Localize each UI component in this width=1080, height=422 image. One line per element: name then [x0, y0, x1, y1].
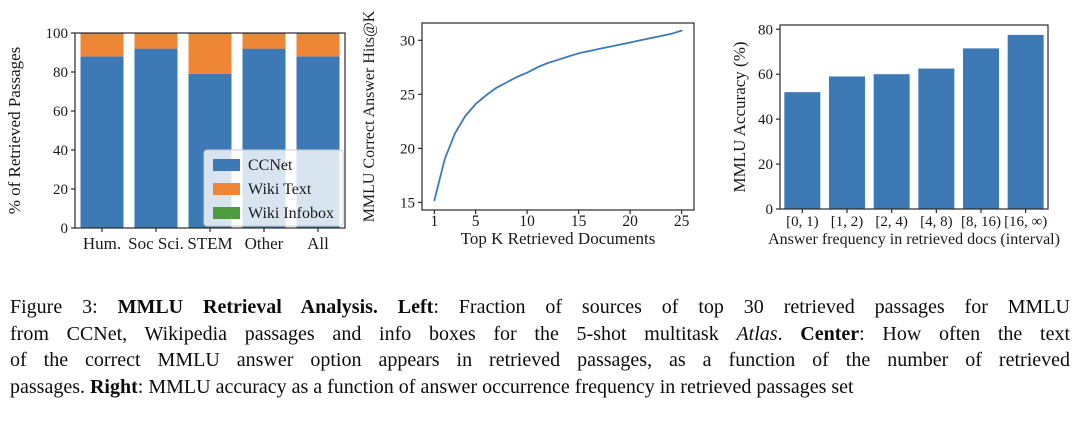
bar-segment	[188, 34, 232, 74]
y-tick-label: 40	[53, 143, 68, 159]
x-tick-label: All	[307, 234, 329, 253]
figure-caption: Figure 3: MMLU Retrieval Analysis. Left:…	[10, 294, 1070, 400]
legend-label: CCNet	[248, 157, 293, 174]
plot-border	[74, 32, 346, 229]
y-tick-label: 60	[758, 67, 773, 83]
x-tick-label: [8, 16)	[961, 214, 1001, 230]
caption-text-segment: : Fraction of sources of top 30 retrieve…	[433, 296, 1070, 318]
y-tick-label: 60	[53, 104, 68, 120]
legend-swatch	[213, 159, 240, 171]
caption-text-segment: : How often the text	[859, 322, 1070, 345]
x-tick-label: 25	[674, 213, 690, 230]
caption-text-segment: from CCNet, Wikipedia passages and info …	[10, 322, 737, 345]
y-tick-label: 20	[400, 141, 415, 157]
y-tick-label: 20	[53, 182, 68, 198]
line-series	[433, 29, 683, 202]
y-tick-label: 15	[400, 195, 415, 211]
y-tick-label: 20	[758, 157, 773, 173]
x-axis-label: Top K Retrieved Documents	[461, 229, 656, 248]
caption-line: Figure 3: MMLU Retrieval Analysis. Left:…	[10, 294, 1070, 321]
caption-line: from CCNet, Wikipedia passages and info …	[10, 321, 1070, 348]
legend-label: Wiki Infobox	[248, 205, 334, 222]
x-tick-label: 1	[430, 213, 438, 230]
plot-border	[421, 22, 695, 211]
legend-swatch	[213, 207, 240, 219]
x-tick-label: [16, ∞)	[1004, 214, 1047, 230]
y-tick-label: 30	[400, 33, 415, 49]
legend-swatch	[213, 183, 240, 195]
x-tick-label: [2, 4)	[875, 214, 908, 230]
caption-text-segment: of the correct MMLU answer option appear…	[10, 349, 1070, 371]
y-axis-label: % of Retrieved Passages	[5, 47, 24, 215]
y-tick-label: 80	[758, 22, 773, 38]
caption-text-segment: Center	[800, 322, 860, 345]
x-tick-label: 15	[571, 213, 587, 230]
bar	[1007, 34, 1044, 210]
bar-segment	[80, 56, 124, 229]
x-tick-label: [4, 8)	[920, 214, 953, 230]
bar-segment	[134, 34, 178, 49]
caption-line: of the correct MMLU answer option appear…	[10, 347, 1070, 374]
caption-text-segment: Figure 3:	[10, 296, 118, 318]
caption-text-segment: .	[777, 322, 801, 345]
y-tick-label: 100	[46, 26, 69, 42]
y-tick-label: 0	[766, 202, 774, 218]
x-tick-label: Hum.	[83, 234, 121, 253]
x-tick-label: STEM	[187, 234, 232, 253]
bar	[873, 74, 910, 209]
bar-segment	[296, 34, 340, 57]
bar	[784, 92, 821, 209]
y-tick-label: 25	[400, 87, 415, 103]
bar-segment	[242, 34, 286, 49]
caption-text-segment: MMLU Retrieval Analysis. Left	[117, 296, 434, 318]
caption-text-segment: Atlas	[736, 322, 778, 345]
y-axis-label: MMLU Correct Answer Hits@K	[361, 10, 378, 222]
caption-line: passages. Right: MMLU accuracy as a func…	[10, 374, 1070, 401]
bar-segment	[80, 34, 124, 57]
plot-border	[779, 24, 1049, 210]
x-axis-label: Answer frequency in retrieved docs (inte…	[768, 231, 1060, 248]
caption-text-segment: passages.	[10, 375, 90, 398]
bar	[963, 48, 999, 209]
y-axis-label: MMLU Accuracy (%)	[730, 41, 749, 192]
x-tick-label: 20	[622, 213, 638, 230]
x-tick-label: Soc Sci.	[128, 234, 184, 253]
y-tick-label: 0	[61, 221, 69, 237]
legend-label: Wiki Text	[248, 181, 312, 198]
x-tick-label: 10	[519, 213, 535, 230]
x-tick-label: [0, 1)	[786, 214, 819, 230]
x-tick-label: Other	[245, 234, 284, 253]
bar	[918, 68, 955, 209]
caption-text-segment: Right	[89, 375, 138, 398]
bar-segment	[134, 48, 178, 228]
y-tick-label: 80	[53, 65, 68, 81]
bar	[829, 76, 865, 209]
x-tick-label: 5	[472, 213, 480, 230]
caption-text-segment: : MMLU accuracy as a function of answer …	[137, 375, 854, 398]
accuracy-bar-chart: [0, 1) [1, 2) [2, 4) [4, 8) [8, 16) [16, ∞) 0 2…	[730, 22, 1060, 248]
y-tick-label: 40	[758, 112, 773, 128]
sources-stacked-bar-chart: Hum. Soc Sci. STEM Other All 0 20 40 60 80 100 % of…	[5, 26, 346, 253]
x-tick-label: [1, 2)	[831, 214, 864, 230]
